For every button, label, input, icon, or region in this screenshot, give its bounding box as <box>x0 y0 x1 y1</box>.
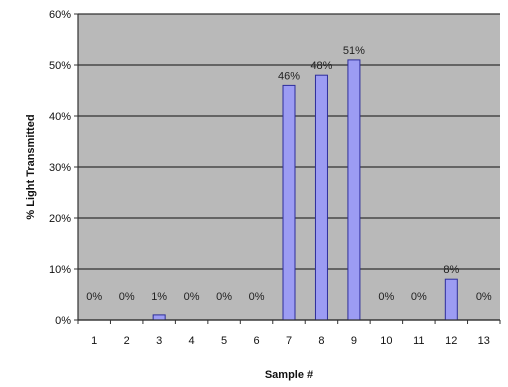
bar-8 <box>314 74 328 321</box>
x-tick-label: 11 <box>413 335 424 347</box>
x-tick-label: 9 <box>351 335 357 347</box>
x-axis-ticks: 1 2 3 4 5 6 7 8 9 10 11 12 13 <box>77 320 501 347</box>
bar-3 <box>152 314 166 321</box>
data-label-10: 0% <box>378 291 394 303</box>
data-label-1: 0% <box>86 291 102 303</box>
y-axis-ticks: 0% 10% 20% 30% 40% 50% 60% <box>49 9 500 327</box>
bars <box>152 59 458 321</box>
y-tick-label: 20% <box>49 213 71 225</box>
y-tick-label: 30% <box>49 162 71 174</box>
x-axis-title: Sample # <box>265 369 313 381</box>
x-tick-label: 4 <box>189 335 195 347</box>
x-tick-label: 8 <box>318 335 324 347</box>
data-label-3: 1% <box>151 291 167 303</box>
data-label-2: 0% <box>119 291 135 303</box>
data-label-4: 0% <box>184 291 200 303</box>
x-tick-label: 6 <box>253 335 259 347</box>
bar-12 <box>444 278 458 321</box>
data-label-6: 0% <box>249 291 265 303</box>
x-tick-label: 10 <box>380 335 392 347</box>
x-tick-label: 2 <box>124 335 130 347</box>
x-tick-label: 1 <box>91 335 97 347</box>
data-label-7: 46% <box>278 70 300 82</box>
x-tick-label: 12 <box>445 335 457 347</box>
data-label-9: 51% <box>343 45 365 57</box>
data-label-8: 48% <box>310 60 332 72</box>
x-tick-label: 5 <box>221 335 227 347</box>
data-label-11: 0% <box>411 291 427 303</box>
y-axis-title: % Light Transmitted <box>25 114 37 219</box>
data-label-5: 0% <box>216 291 232 303</box>
x-tick-label: 13 <box>478 335 490 347</box>
y-tick-label: 40% <box>49 111 71 123</box>
data-label-12: 8% <box>443 264 459 276</box>
y-tick-label: 10% <box>49 264 71 276</box>
x-tick-label: 7 <box>286 335 292 347</box>
bar-9 <box>347 59 361 321</box>
x-tick-label: 3 <box>156 335 162 347</box>
bar-7 <box>282 84 296 321</box>
y-tick-label: 0% <box>55 315 71 327</box>
data-labels: 0% 0% 1% 0% 0% 0% 46% 48% 51% 0% 0% 8% 0% <box>86 45 492 303</box>
y-tick-label: 50% <box>49 60 71 72</box>
data-label-13: 0% <box>476 291 492 303</box>
y-tick-label: 60% <box>49 9 71 21</box>
